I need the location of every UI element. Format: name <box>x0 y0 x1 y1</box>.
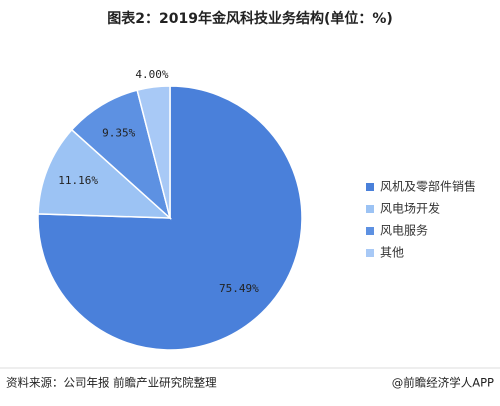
data-label: 75.49% <box>219 282 259 295</box>
legend-swatch <box>366 183 374 191</box>
pie-slice <box>136 85 171 219</box>
data-label: 11.16% <box>58 174 98 187</box>
pie-slice <box>70 89 172 221</box>
legend-swatch <box>366 249 374 257</box>
credit: @前瞻经济学人APP <box>392 376 494 390</box>
legend-swatch <box>366 227 374 235</box>
data-label: 4.00% <box>135 68 168 81</box>
legend-label: 风电场开发 <box>380 201 440 216</box>
chart-title: 图表2：2019年金风科技业务结构(单位：%) <box>107 10 393 27</box>
data-label: 9.35% <box>102 126 135 139</box>
legend-label: 风电服务 <box>380 223 428 238</box>
legend-label: 风机及零部件销售 <box>380 179 476 194</box>
legend-label: 其他 <box>380 246 404 260</box>
pie-slice <box>37 128 173 219</box>
source: 资料来源：公司年报 前瞻产业研究院整理 <box>6 376 217 390</box>
legend-swatch <box>366 205 374 213</box>
